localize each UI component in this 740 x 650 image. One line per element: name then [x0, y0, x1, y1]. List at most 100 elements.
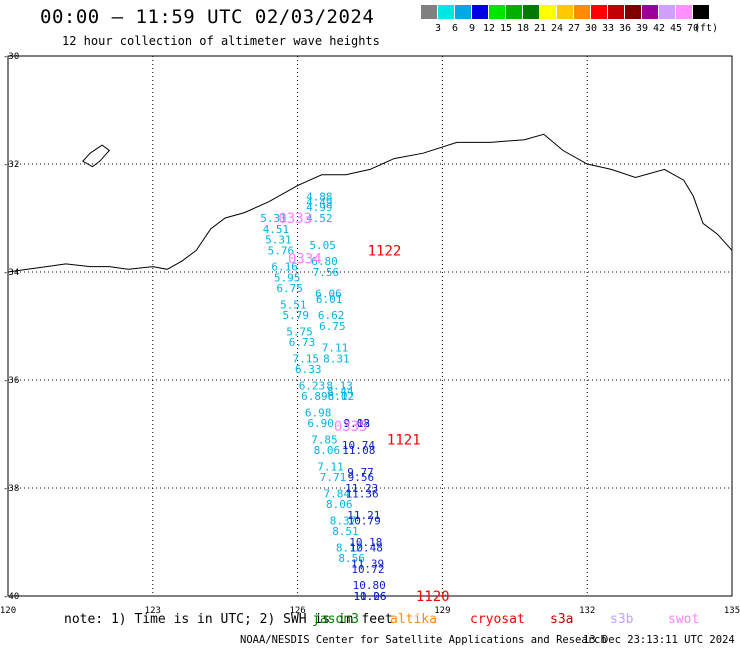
- satellite-s3a: s3a: [550, 612, 574, 627]
- swh-label: 11.06: [353, 590, 386, 603]
- latitude-label: -38: [3, 484, 19, 494]
- pass-time-label: 1122: [368, 243, 402, 259]
- swh-label: 10.79: [348, 514, 381, 527]
- swh-label: 5.05: [309, 239, 336, 252]
- swh-label: 7.84: [324, 487, 351, 500]
- swh-label: 5.95: [274, 271, 301, 284]
- legend-swatch: [557, 5, 573, 19]
- swh-label: 6.90: [307, 417, 334, 430]
- legend-label: 18: [516, 23, 530, 34]
- satellite-s3b: s3b: [610, 612, 634, 627]
- swh-label: 8.12: [328, 390, 355, 403]
- legend-label: 36: [618, 23, 632, 34]
- legend-label: 45: [669, 23, 683, 34]
- map-frame: [7, 55, 733, 597]
- page-subtitle: 12 hour collection of altimeter wave hei…: [62, 34, 380, 48]
- legend-swatch: [693, 5, 709, 19]
- swh-label: 6.75: [276, 282, 303, 295]
- swh-label: 7.56: [313, 266, 340, 279]
- pass-time-label: 1120: [416, 589, 450, 605]
- swh-label: 7.11: [322, 342, 349, 355]
- satellite-jason3: jason3: [312, 612, 359, 627]
- swh-label: 6.23: [299, 379, 326, 392]
- legend-label: 39: [635, 23, 649, 34]
- swh-label: 6.98: [305, 406, 332, 419]
- island-outline: [82, 144, 111, 168]
- swh-label: 5.31: [265, 234, 292, 247]
- legend-swatch: [591, 5, 607, 19]
- swh-label: 9.18: [344, 417, 371, 430]
- latitude-label: -36: [3, 376, 19, 386]
- legend-label: 9: [468, 23, 476, 34]
- legend-label: 27: [567, 23, 581, 34]
- legend-swatch: [438, 5, 454, 19]
- latitude-label: -34: [3, 268, 19, 278]
- legend-swatch: [523, 5, 539, 19]
- legend-label: 70: [686, 23, 700, 34]
- swh-label: 6.80: [311, 255, 338, 268]
- page-title: 00:00 – 11:59 UTC 02/03/2024: [40, 6, 375, 28]
- swh-label: 4.88: [306, 190, 333, 203]
- legend-swatch: [472, 5, 488, 19]
- swh-label: 5.51: [280, 298, 307, 311]
- longitude-label: 132: [579, 606, 595, 616]
- legend-label: 30: [584, 23, 598, 34]
- swh-label: 4.99: [306, 201, 333, 214]
- swh-label: 11.08: [342, 444, 375, 457]
- longitude-label: 123: [145, 606, 161, 616]
- legend-swatch: [659, 5, 675, 19]
- pass-time-label: 0334: [288, 252, 322, 268]
- swh-label: 7.71: [320, 471, 347, 484]
- credit-text: NOAA/NESDIS Center for Satellite Applica…: [240, 634, 607, 646]
- swh-label: 4.51: [263, 223, 290, 236]
- swh-label: 8.37: [330, 514, 357, 527]
- swh-label: 6.02: [328, 390, 355, 403]
- swh-label: 6.06: [315, 288, 342, 301]
- swh-label: 10.18: [349, 536, 382, 549]
- swh-label: 5.76: [268, 244, 295, 257]
- swh-label: 8.13: [326, 379, 353, 392]
- swh-label: 6.75: [319, 320, 346, 333]
- swh-label: 8.12: [336, 541, 363, 554]
- legend-swatch: [506, 5, 522, 19]
- swh-label: 8.56: [338, 552, 365, 565]
- legend-label: 3: [434, 23, 442, 34]
- swh-label: 10.72: [351, 563, 384, 576]
- legend-swatch: [421, 5, 437, 19]
- legend-label: 6: [451, 23, 459, 34]
- swh-label: 10.74: [342, 439, 375, 452]
- swh-label: 9.77: [347, 466, 374, 479]
- legend-swatch: [625, 5, 641, 19]
- swh-label: 10.48: [350, 541, 383, 554]
- legend-label: 33: [601, 23, 615, 34]
- legend-swatch: [608, 5, 624, 19]
- swh-label: 7.85: [311, 433, 338, 446]
- swh-label: 8.06: [314, 444, 341, 457]
- legend-swatch: [676, 5, 692, 19]
- latitude-label: -30: [3, 52, 19, 62]
- swh-label: 4.52: [306, 212, 333, 225]
- swh-label: 6.01: [316, 293, 343, 306]
- legend-label: 21: [533, 23, 547, 34]
- swh-label: 10.80: [353, 579, 386, 592]
- legend-label: 24: [550, 23, 564, 34]
- swh-label: 5.79: [283, 309, 310, 322]
- swh-label: 6.33: [295, 363, 322, 376]
- longitude-label: 135: [724, 606, 740, 616]
- swh-label: 11.21: [347, 509, 380, 522]
- swh-label: 11.36: [346, 487, 379, 500]
- satellite-cryosat: cryosat: [470, 612, 525, 627]
- swh-label: 7.11: [317, 460, 344, 473]
- satellite-altika: altika: [390, 612, 437, 627]
- coastline: [7, 133, 733, 273]
- latitude-label: -32: [3, 160, 19, 170]
- legend-swatch: [642, 5, 658, 19]
- swh-label: 7.15: [292, 352, 319, 365]
- swh-label: 5.31: [260, 212, 287, 225]
- swh-label: 6.16: [271, 261, 298, 274]
- pass-time-label: 0335: [334, 419, 368, 435]
- footer-note: note: 1) Time is in UTC; 2) SWH is in fe…: [64, 612, 393, 627]
- swh-label: 5.75: [286, 325, 313, 338]
- legend-swatch: [489, 5, 505, 19]
